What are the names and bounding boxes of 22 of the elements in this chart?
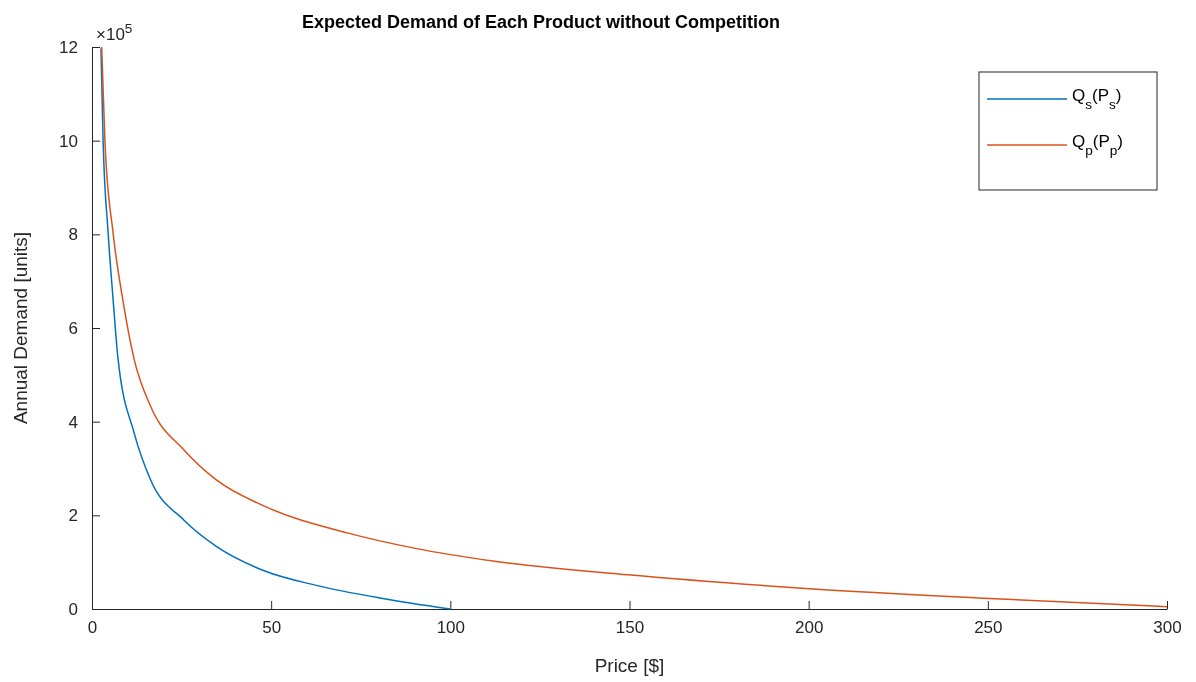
text: ×10$^{5}$ [96, 20, 133, 44]
legend-label: Q$_{s}$(P$_{s}$) [1072, 86, 1122, 112]
line-series [100, 47, 452, 610]
legend-label: Q$_{p}$(P$_{p}$) [1072, 132, 1124, 158]
y-axis-title: Annual Demand [units] [10, 231, 31, 425]
y-tick-label: 6 [68, 318, 78, 338]
x-axis-title: Price [$] [594, 655, 665, 676]
y-tick-label: 12 [59, 37, 78, 57]
x-tick-label: 0 [87, 618, 98, 638]
x-tick-label: 100 [436, 618, 466, 638]
y-tick-label: 10 [59, 131, 78, 151]
x-tick-label: 250 [974, 618, 1003, 638]
y-tick-label: 4 [68, 412, 78, 432]
y-tick-label: 8 [68, 225, 78, 245]
x-tick-label: 300 [1153, 618, 1182, 638]
chart-title: Expected Demand of Each Product without Competition [301, 12, 781, 32]
x-tick-label: 50 [262, 618, 282, 638]
y-tick-label: 2 [68, 506, 78, 526]
x-tick-label: 200 [794, 618, 824, 638]
x-tick-label: 150 [615, 618, 645, 638]
line-series [100, 46, 1168, 608]
y-tick-label: 0 [68, 599, 78, 619]
